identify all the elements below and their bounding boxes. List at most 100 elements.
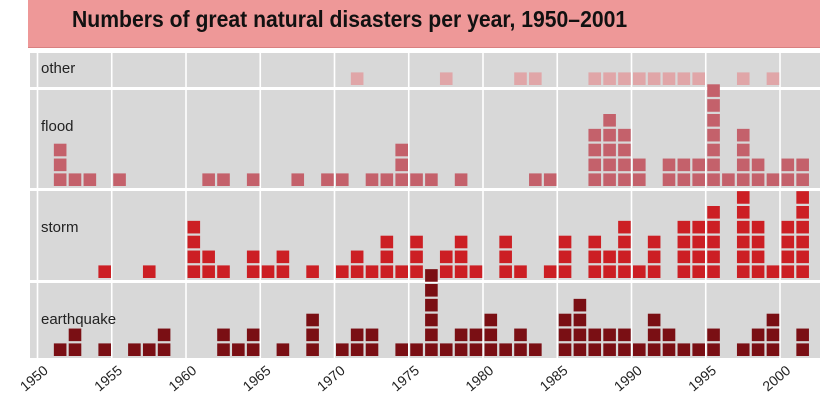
band-flood bbox=[30, 90, 820, 188]
flood-cell-1967 bbox=[291, 173, 305, 186]
flood-cell-1964 bbox=[246, 173, 260, 186]
storm-cell-1964 bbox=[246, 250, 260, 264]
flood-cell-1975 bbox=[410, 173, 423, 186]
storm-cell-1995 bbox=[707, 220, 720, 234]
storm-cell-1991 bbox=[647, 235, 661, 249]
earthquake-cell-1985 bbox=[558, 328, 572, 342]
storm-cell-1997 bbox=[736, 250, 750, 264]
earthquake-cell-1975 bbox=[410, 343, 423, 356]
x-tick-label-1960: 1960 bbox=[165, 362, 199, 394]
earthquake-cell-1971 bbox=[350, 343, 364, 356]
storm-cell-1975 bbox=[410, 250, 423, 264]
flood-cell-1987 bbox=[588, 128, 602, 142]
flood-cell-1995 bbox=[707, 143, 720, 157]
row-label-flood: flood bbox=[41, 118, 74, 135]
storm-cell-1985 bbox=[558, 235, 572, 249]
storm-cell-1988 bbox=[603, 250, 616, 264]
earthquake-cell-1989 bbox=[618, 328, 631, 342]
storm-cell-1998 bbox=[751, 220, 765, 234]
flood-cell-1972 bbox=[365, 173, 379, 186]
flood-cell-1976 bbox=[425, 173, 438, 186]
storm-cell-1991 bbox=[647, 265, 661, 278]
storm-cell-2000 bbox=[781, 235, 795, 249]
earthquake-cell-1968 bbox=[306, 328, 319, 342]
earthquake-cell-1962 bbox=[217, 343, 230, 356]
storm-cell-1998 bbox=[751, 250, 765, 264]
earthquake-cell-1981 bbox=[499, 343, 512, 356]
flood-cell-1988 bbox=[603, 173, 616, 186]
flood-cell-2001 bbox=[796, 158, 809, 172]
storm-cell-1995 bbox=[707, 206, 720, 219]
storm-cell-1966 bbox=[276, 250, 290, 264]
other-cell-1994 bbox=[692, 72, 705, 85]
storm-cell-1961 bbox=[202, 265, 215, 278]
flood-cell-1988 bbox=[603, 114, 616, 127]
flood-cell-1952 bbox=[68, 173, 82, 186]
storm-cell-2001 bbox=[796, 191, 809, 204]
earthquake-cell-1976 bbox=[425, 328, 438, 342]
other-cell-1988 bbox=[603, 72, 616, 85]
flood-cell-1994 bbox=[692, 173, 705, 186]
earthquake-cell-1977 bbox=[439, 343, 453, 356]
earthquake-cell-1976 bbox=[425, 313, 438, 327]
row-label-other: other bbox=[41, 60, 75, 77]
other-cell-1992 bbox=[662, 72, 676, 85]
chart-title: Numbers of great natural disasters per y… bbox=[72, 6, 628, 32]
storm-cell-1966 bbox=[276, 265, 290, 278]
flood-cell-1989 bbox=[618, 158, 631, 172]
flood-cell-1989 bbox=[618, 128, 631, 142]
other-cell-1982 bbox=[514, 72, 527, 85]
storm-cell-1961 bbox=[202, 250, 215, 264]
storm-cell-1981 bbox=[499, 235, 512, 249]
flood-cell-1988 bbox=[603, 143, 616, 157]
flood-cell-1999 bbox=[766, 173, 780, 186]
storm-cell-1982 bbox=[514, 265, 527, 278]
earthquake-cell-1963 bbox=[232, 343, 245, 356]
storm-cell-1981 bbox=[499, 250, 512, 264]
storm-cell-1987 bbox=[588, 265, 602, 278]
earthquake-cell-1958 bbox=[157, 328, 171, 342]
storm-cell-1962 bbox=[217, 265, 230, 278]
earthquake-cell-1980 bbox=[484, 313, 498, 327]
storm-cell-1999 bbox=[766, 265, 780, 278]
earthquake-cell-1971 bbox=[350, 328, 364, 342]
flood-cell-1989 bbox=[618, 143, 631, 157]
storm-cell-1997 bbox=[736, 235, 750, 249]
earthquake-cell-1998 bbox=[751, 328, 765, 342]
earthquake-cell-1999 bbox=[766, 343, 780, 356]
earthquake-cell-1976 bbox=[425, 298, 438, 312]
earthquake-cell-1991 bbox=[647, 343, 661, 356]
flood-cell-1951 bbox=[53, 143, 67, 157]
storm-cell-1988 bbox=[603, 265, 616, 278]
flood-cell-1953 bbox=[83, 173, 97, 186]
flood-cell-1962 bbox=[217, 173, 230, 186]
flood-cell-1983 bbox=[529, 173, 542, 186]
flood-cell-1974 bbox=[395, 173, 408, 186]
storm-cell-1990 bbox=[633, 265, 646, 278]
flood-cell-1961 bbox=[202, 173, 215, 186]
flood-cell-1997 bbox=[736, 173, 750, 186]
earthquake-cell-1987 bbox=[588, 343, 602, 356]
storm-cell-2001 bbox=[796, 206, 809, 219]
earthquake-cell-1989 bbox=[618, 343, 631, 356]
earthquake-cell-2001 bbox=[796, 328, 809, 342]
storm-cell-1965 bbox=[261, 265, 275, 278]
title-bar: Numbers of great natural disasters per y… bbox=[28, 0, 820, 48]
x-tick-label-1965: 1965 bbox=[240, 362, 274, 394]
storm-cell-1993 bbox=[677, 250, 691, 264]
row-label-storm: storm bbox=[41, 219, 79, 236]
storm-cell-1984 bbox=[543, 265, 557, 278]
storm-cell-1960 bbox=[187, 250, 201, 264]
x-tick-label-1990: 1990 bbox=[611, 362, 645, 394]
x-tick-label-1970: 1970 bbox=[314, 362, 348, 394]
earthquake-cell-1992 bbox=[662, 343, 676, 356]
flood-cell-1998 bbox=[751, 158, 765, 172]
storm-cell-1989 bbox=[618, 235, 631, 249]
flood-cell-1988 bbox=[603, 128, 616, 142]
storm-cell-1960 bbox=[187, 235, 201, 249]
storm-cell-1978 bbox=[454, 265, 468, 278]
storm-cell-1987 bbox=[588, 250, 602, 264]
other-cell-1990 bbox=[633, 72, 646, 85]
flood-cell-1996 bbox=[722, 173, 735, 186]
